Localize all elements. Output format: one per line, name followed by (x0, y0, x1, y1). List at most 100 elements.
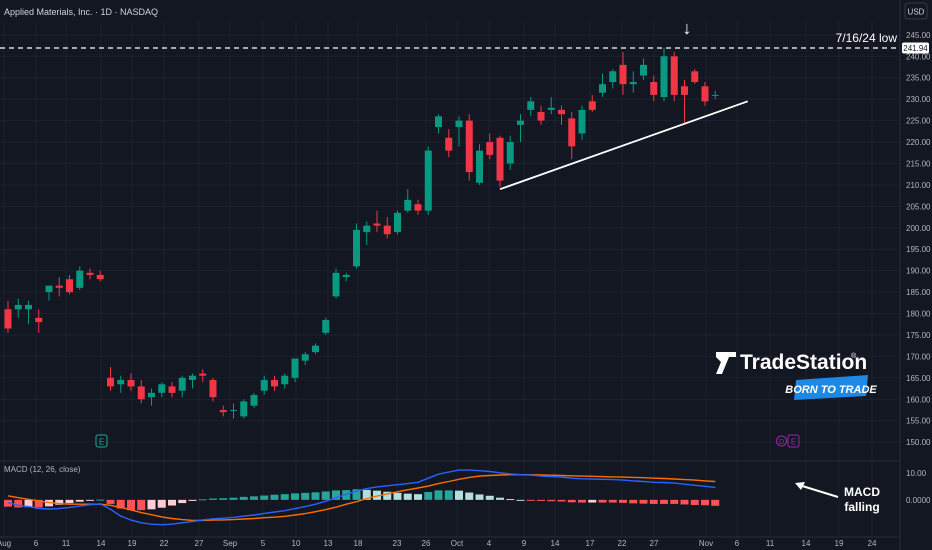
macd-arrow-shaft (798, 484, 839, 498)
macd-histogram-bar (14, 499, 23, 508)
candle-body (353, 229, 360, 267)
candle-body (629, 82, 637, 85)
macd-histogram-bar (660, 499, 668, 504)
macd-arrow-note: MACD falling (795, 482, 880, 514)
candle-body (219, 409, 227, 413)
macd-histogram-bar (383, 491, 392, 500)
y-tick-label: 150.00 (906, 438, 931, 447)
x-tick-label: 23 (393, 539, 402, 548)
macd-histogram-bar (291, 493, 299, 500)
y-tick-label: 225.00 (906, 117, 931, 126)
candle-body (107, 377, 114, 387)
candle-body (4, 309, 12, 329)
macd-histogram-bar (711, 499, 720, 506)
currency-button[interactable] (904, 2, 928, 20)
macd-histogram-bar (444, 490, 453, 500)
y-tick-label: 165.00 (906, 374, 931, 383)
chart-title: Applied Materials, Inc. · 1D · NASDAQ (4, 7, 158, 17)
candle-body (148, 392, 155, 398)
candle-body (209, 379, 217, 398)
candle-body (455, 120, 463, 128)
macd-histogram-bar (311, 492, 320, 500)
dividend-badge-icon[interactable] (776, 435, 787, 447)
macd-histogram-bar (352, 489, 361, 500)
macd-histogram-bar (393, 492, 402, 500)
x-tick-label: 13 (324, 539, 333, 548)
macd-histogram-bar (188, 499, 197, 501)
candle-body (650, 82, 658, 95)
macd-histogram-bar (209, 498, 217, 500)
macd-pane (4, 469, 720, 526)
candle-body (312, 345, 319, 353)
earnings-badge-nov[interactable] (787, 434, 800, 448)
x-tick-label: 6 (34, 539, 39, 548)
candle-body (578, 109, 586, 134)
macd-histogram-bar (526, 499, 535, 501)
brand-name: TradeStation (740, 351, 867, 374)
macd-histogram-bar (516, 499, 525, 501)
macd-histogram-bar (496, 497, 504, 500)
candle-body (476, 150, 483, 183)
candle-body (14, 304, 22, 310)
brand-tagline-banner (794, 375, 868, 400)
macd-histogram-bar (332, 490, 340, 500)
y-tick-label: 190.00 (906, 267, 931, 276)
macd-histogram-bar (537, 499, 545, 501)
macd-histogram-bar (414, 494, 422, 500)
macd-histogram-bar (75, 499, 84, 502)
candle-body (414, 204, 422, 211)
macd-note-line2: falling (844, 500, 879, 514)
candle-body (496, 137, 504, 181)
candles (4, 47, 719, 419)
macd-histogram-bar (229, 497, 238, 500)
macd-tick-label: 0.0000 (906, 496, 931, 505)
x-tick-label: 11 (62, 539, 71, 548)
x-tick-label: Nov (699, 539, 713, 548)
macd-histogram-bar (485, 495, 494, 500)
x-tick-label: 19 (128, 539, 137, 548)
macd-histogram-bar (362, 489, 371, 500)
macd-histogram-bar (147, 499, 156, 510)
candle-body (373, 223, 381, 226)
x-tick-label: Aug (0, 539, 11, 548)
candle-body (711, 94, 719, 96)
macd-histogram-bar (270, 494, 279, 500)
x-tick-label: 4 (487, 539, 492, 548)
candle-body (86, 272, 94, 275)
macd-note-line1: MACD (844, 485, 880, 499)
grid (0, 22, 900, 537)
candle-body (230, 409, 237, 411)
x-tick-label: 18 (354, 539, 363, 548)
candle-body (322, 319, 330, 333)
price-axis[interactable]: 150.00 155.00 160.00 165.00 170.00 175.00 180.… (906, 31, 931, 447)
y-tick-label: 210.00 (906, 181, 931, 190)
macd-histogram-bar (506, 499, 515, 501)
macd-histogram-bar (588, 499, 597, 503)
macd-histogram-bar (680, 499, 689, 505)
earnings-badge-aug[interactable] (95, 434, 108, 448)
x-tick-label: 14 (802, 539, 811, 548)
time-axis[interactable]: Aug 6 11 14 19 22 27 Sep 5 10 13 18 23 26 Oct 4 9 14 17 22 2… (0, 539, 877, 548)
candle-body (281, 375, 289, 385)
y-tick-label: 180.00 (906, 310, 931, 319)
candle-body (640, 64, 647, 76)
candle-body (681, 86, 688, 95)
macd-histogram-bar (157, 499, 166, 508)
brand-registered: ® (851, 352, 857, 360)
x-tick-label: 24 (868, 539, 877, 548)
annotations: 7/16/24 low 241.94 ↓ (0, 18, 929, 191)
candle-body (25, 304, 32, 310)
dividend-badge-label: D (779, 439, 784, 446)
candle-body (158, 384, 166, 393)
macd-histogram-bar (137, 499, 146, 511)
tradestation-logo: TradeStation ® BORN TO TRADE (716, 351, 877, 400)
candle-body (260, 379, 268, 391)
y-tick-label: 175.00 (906, 331, 931, 340)
macd-histogram-bar (608, 499, 617, 503)
earnings-badge-aug-label: E (99, 438, 104, 447)
y-tick-label: 240.00 (906, 52, 931, 61)
candle-body (558, 109, 565, 115)
macd-arrow-icon (795, 482, 805, 490)
